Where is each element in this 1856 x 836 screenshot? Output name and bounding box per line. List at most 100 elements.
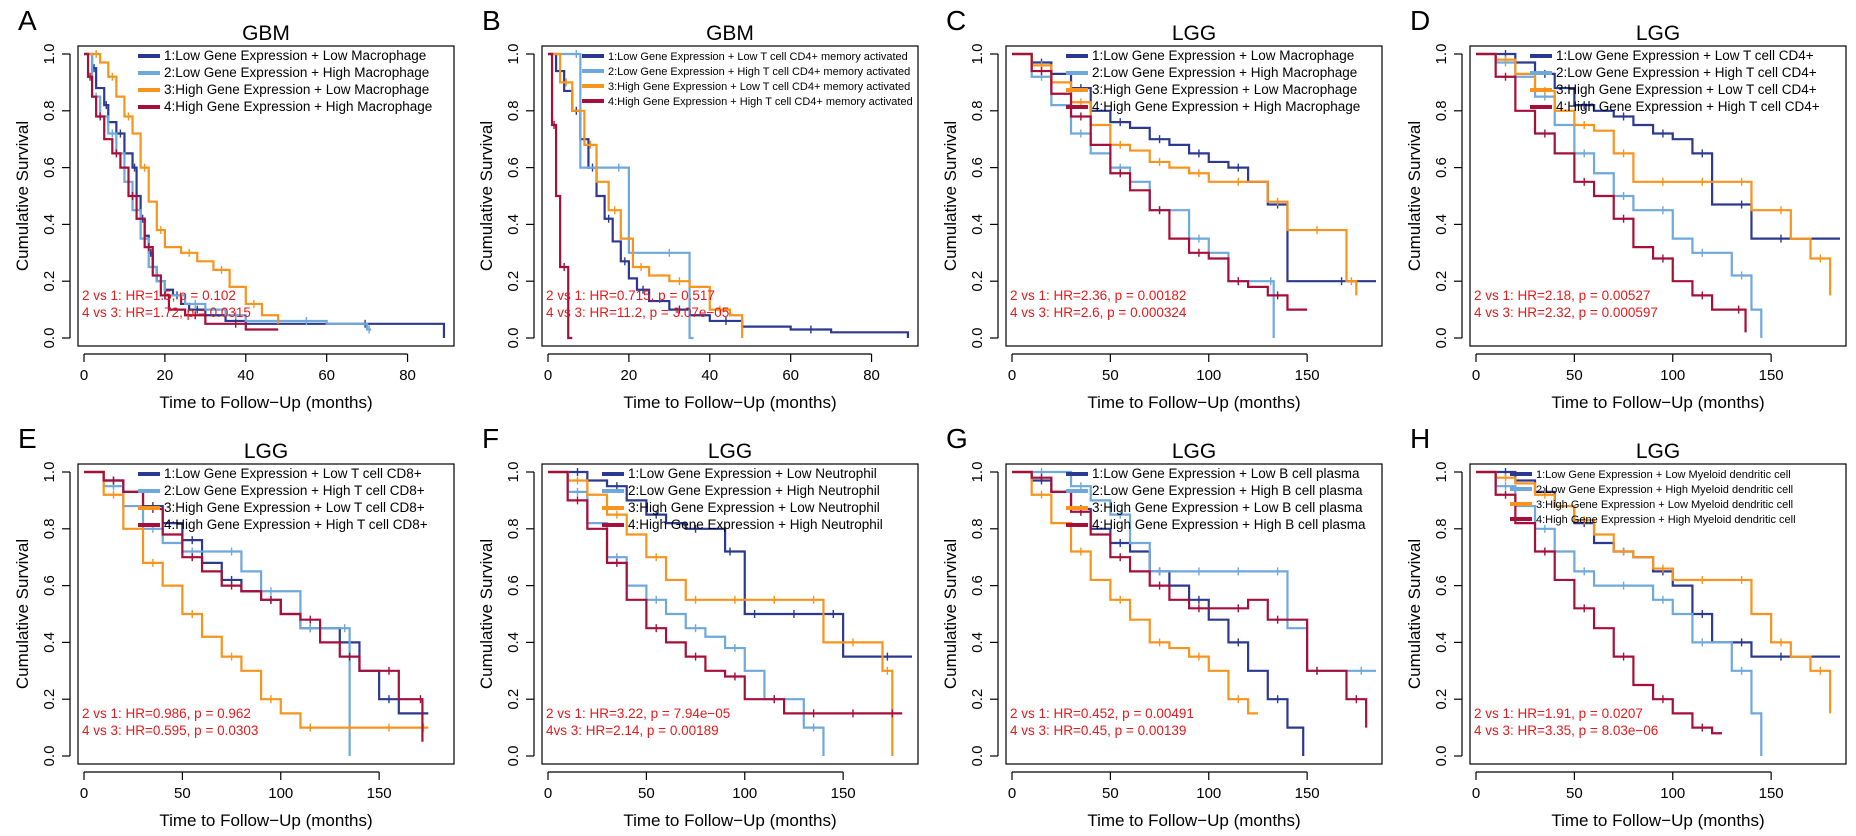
y-tick-label: 0.2 [1433,689,1450,710]
legend-entry: 2:Low Gene Expression + High T cell CD4+… [608,66,910,78]
x-tick-label: 100 [1660,785,1685,802]
y-tick-label: 0.0 [969,328,986,349]
y-tick-label: 0.8 [505,100,522,121]
x-tick-label: 50 [1102,785,1119,802]
y-tick-label: 0.4 [1433,214,1450,235]
x-tick-label: 0 [1008,367,1016,384]
y-tick-label: 0.4 [505,632,522,653]
y-tick-label: 0.2 [969,689,986,710]
hr-annotation: 2 vs 1: HR=0.986, p = 0.962 [82,706,251,721]
plot-frame [77,45,455,347]
x-tick-label: 100 [732,785,757,802]
km-curve-series-4 [84,470,424,742]
hr-annotation: 4vs 3: HR=2.14, p = 0.00189 [546,723,719,738]
x-axis-label: Time to Follow−Up (months) [1087,393,1300,412]
y-tick-label: 0.2 [505,271,522,292]
legend-entry: 4:High Gene Expression + High Myeloid de… [1536,514,1796,526]
x-tick-label: 100 [268,785,293,802]
y-tick-label: 0.4 [505,214,522,235]
chart-title: LGG [244,440,288,463]
hr-annotation: 4 vs 3: HR=1.72, p = 0.0315 [82,305,251,320]
km-curve-series-4 [84,52,279,331]
panel-C: C LGG 0.0 0.2 0.4 0.6 0.8 1.0 Cumulative Surviva… [941,5,1383,412]
plot-frame [541,463,919,765]
y-tick-label: 0.4 [1433,632,1450,653]
y-tick-label: 0.8 [969,100,986,121]
legend-entry: 2:Low Gene Expression + High Myeloid den… [1536,484,1793,496]
panel-label: B [482,5,501,36]
y-tick-label: 0.6 [1433,575,1450,596]
y-tick-label: 0.2 [969,271,986,292]
y-tick-label: 1.0 [969,44,986,65]
y-tick-label: 1.0 [969,462,986,483]
panel-label: A [18,5,37,36]
x-tick-label: 40 [701,367,718,384]
hr-annotation: 2 vs 1: HR=3.22, p = 7.94e−05 [546,706,730,721]
hr-annotation: 4 vs 3: HR=0.595, p = 0.0303 [82,723,258,738]
km-curve-series-3 [548,52,744,338]
plot-frame [1005,45,1383,347]
panel-label: E [18,423,37,454]
legend-entry: 4:High Gene Expression + High B cell pla… [1092,517,1366,532]
plot-frame [541,45,919,347]
y-axis-label: Cumulative Survival [13,121,32,271]
legend-entry: 1:Low Gene Expression + Low B cell plasm… [1092,466,1360,481]
x-tick-label: 0 [544,785,552,802]
chart-title: GBM [242,22,290,45]
x-tick-label: 100 [1660,367,1685,384]
chart-title: LGG [1172,440,1216,463]
panel-H: H LGG 0.0 0.2 0.4 0.6 0.8 1.0 Cumulative Surviva… [1405,423,1847,830]
legend-entry: 4:High Gene Expression + High Macrophage [164,99,432,114]
hr-annotation: 2 vs 1: HR=2.36, p = 0.00182 [1010,288,1186,303]
y-tick-label: 0.6 [505,157,522,178]
legend-entry: 2:Low Gene Expression + High T cell CD8+ [164,483,425,498]
y-tick-label: 0.2 [41,271,58,292]
x-tick-label: 80 [399,367,416,384]
legend-entry: 1:Low Gene Expression + Low Neutrophil [628,466,877,481]
x-axis-label: Time to Follow−Up (months) [1551,811,1764,830]
legend-entry: 1:Low Gene Expression + Low Macrophage [1092,48,1354,63]
y-tick-label: 0.6 [505,575,522,596]
x-tick-label: 100 [1196,367,1221,384]
x-tick-label: 150 [1759,785,1784,802]
legend-entry: 3:High Gene Expression + Low T cell CD8+ [164,500,425,515]
panel-A: A GBM 0.0 0.2 0.4 0.6 0.8 1.0 Cumulative Surviva… [13,5,455,412]
x-tick-label: 150 [367,785,392,802]
y-tick-label: 0.2 [41,689,58,710]
plot-frame [1469,45,1847,347]
legend-entry: 2:Low Gene Expression + High Macrophage [1092,65,1357,80]
y-tick-label: 0.8 [1433,100,1450,121]
y-tick-label: 0.8 [969,518,986,539]
panel-label: G [946,423,968,454]
y-tick-label: 0.6 [969,575,986,596]
legend-entry: 3:High Gene Expression + Low B cell plas… [1092,500,1363,515]
legend-entry: 4:High Gene Expression + High Neutrophil [628,517,883,532]
y-tick-label: 0.8 [505,518,522,539]
y-tick-label: 0.6 [1433,157,1450,178]
y-axis-label: Cumulative Survival [1405,121,1424,271]
y-tick-label: 0.4 [41,214,58,235]
hr-annotation: 4 vs 3: HR=2.6, p = 0.000324 [1010,305,1187,320]
legend-entry: 1:Low Gene Expression + Low Myeloid dend… [1536,469,1791,481]
x-tick-label: 0 [80,785,88,802]
km-curve-series-2 [84,52,372,331]
x-tick-label: 50 [638,785,655,802]
y-tick-label: 0.0 [41,746,58,767]
x-axis-label: Time to Follow−Up (months) [1087,811,1300,830]
panel-label: C [946,5,966,36]
y-tick-label: 1.0 [41,462,58,483]
x-axis-label: Time to Follow−Up (months) [159,811,372,830]
legend-entry: 4:High Gene Expression + High T cell CD8… [164,517,428,532]
km-curve-series-4 [1476,470,1722,735]
x-tick-label: 150 [1759,367,1784,384]
y-tick-label: 0.0 [505,746,522,767]
legend-entry: 3:High Gene Expression + Low T cell CD4+… [608,81,910,93]
y-tick-label: 0.6 [969,157,986,178]
x-axis-label: Time to Follow−Up (months) [1551,393,1764,412]
y-axis-label: Cumulative Survival [13,539,32,689]
y-axis-label: Cumulative Survival [1405,539,1424,689]
panel-label: D [1410,5,1430,36]
legend-entry: 3:High Gene Expression + Low Macrophage [1092,82,1357,97]
chart-title: LGG [708,440,752,463]
x-tick-label: 0 [80,367,88,384]
